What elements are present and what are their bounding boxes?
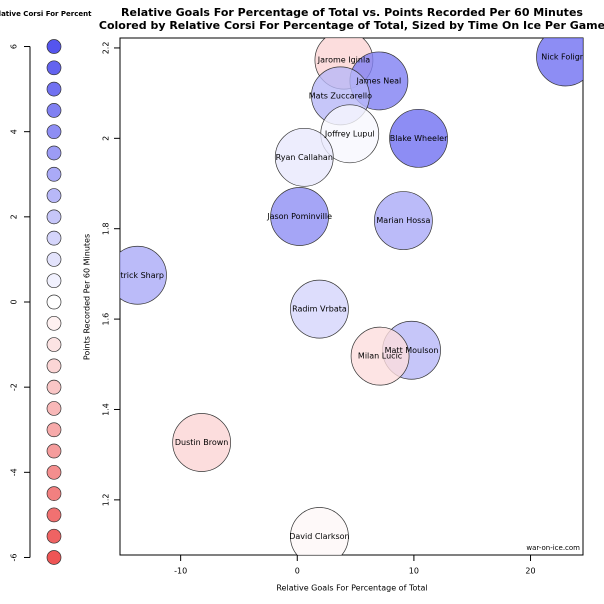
legend-swatch <box>46 528 62 544</box>
x-tick-label: 10 <box>409 567 419 576</box>
chart-subtitle: Colored by Relative Corsi For Percentage… <box>99 19 604 32</box>
legend-swatch <box>46 379 62 395</box>
legend-swatch <box>46 294 62 310</box>
bubble-label: Radim Vrbata <box>292 305 347 314</box>
y-tick-label: 1.8 <box>102 222 111 235</box>
legend-swatch <box>46 39 62 54</box>
legend-tick-label: 6 <box>10 44 19 49</box>
legend-tick-label: 2 <box>10 214 19 219</box>
bubble <box>290 507 349 555</box>
bubble-label: Marian Hossa <box>376 216 430 225</box>
legend-swatch <box>46 230 62 246</box>
bubble-label: Ryan Callahan <box>276 153 333 162</box>
legend-swatch <box>46 103 62 118</box>
legend-tick-label: 4 <box>10 129 19 134</box>
y-tick-label: 1.6 <box>102 313 111 326</box>
legend-swatch <box>46 401 62 416</box>
legend-swatch <box>46 166 62 182</box>
bubble-label: Blake Wheeler <box>390 134 448 143</box>
y-tick-label: 2.2 <box>102 42 111 55</box>
bubble-label: Jarome Iginla <box>317 56 370 65</box>
legend-tick-label: -2 <box>10 383 19 391</box>
bubble-label: David Clarkson <box>289 532 349 541</box>
legend-swatch <box>46 209 62 225</box>
legend-swatch <box>46 81 62 97</box>
legend-swatch <box>46 145 62 161</box>
legend-swatch <box>46 443 62 459</box>
bubble-label: Matt Moulson <box>385 346 439 355</box>
y-tick-label: 2 <box>102 136 111 141</box>
legend-swatch <box>46 486 62 501</box>
bubble-label: Mats Zuccarello <box>309 91 372 100</box>
bubble <box>374 191 433 250</box>
watermark: war-on-ice.com <box>526 544 580 552</box>
legend-swatch <box>46 422 62 438</box>
x-tick-label: 0 <box>295 567 300 576</box>
legend-title: Relative Corsi For Percent <box>0 10 92 18</box>
legend-swatch <box>46 273 62 289</box>
x-tick-label: 20 <box>525 567 535 576</box>
legend-swatch <box>46 337 62 352</box>
legend-swatch <box>46 464 62 480</box>
legend-swatch <box>46 358 62 374</box>
bubble-label: Jason Pominville <box>266 212 332 221</box>
bubble <box>290 279 349 339</box>
legend-swatch <box>46 188 62 203</box>
legend-swatch <box>46 252 62 267</box>
legend-tick-label: -4 <box>10 468 19 476</box>
bubble <box>350 326 410 386</box>
x-tick-label: -10 <box>174 567 187 576</box>
x-axis-label: Relative Goals For Percentage of Total <box>276 584 427 593</box>
y-tick-label: 1.2 <box>102 493 111 506</box>
bubble <box>536 38 583 87</box>
legend-swatch <box>46 507 62 523</box>
legend-tick-label: 0 <box>10 299 19 304</box>
bubble <box>120 245 167 305</box>
bubble-label: Nick Foligno <box>541 52 590 61</box>
legend-tick-label: -6 <box>10 553 19 561</box>
bubble-label: Joffrey Lupul <box>324 129 375 138</box>
bubble <box>172 413 231 472</box>
bubble <box>389 108 448 168</box>
bubble <box>270 187 329 246</box>
y-axis-label: Points Recorded Per 60 Minutes <box>83 234 92 360</box>
legend-swatch <box>46 315 62 331</box>
chart-title: Relative Goals For Percentage of Total v… <box>121 6 583 19</box>
bubble-label: Milan Lucic <box>358 352 402 361</box>
y-tick-label: 1.4 <box>102 403 111 416</box>
legend-swatch <box>46 550 62 565</box>
legend-swatch <box>46 124 62 140</box>
bubble <box>274 127 334 187</box>
bubble-label: Patrick Sharp <box>111 271 164 280</box>
bubble-label: James Neal <box>356 76 402 85</box>
legend-swatch <box>46 60 62 76</box>
bubble-label: Dustin Brown <box>175 438 228 447</box>
